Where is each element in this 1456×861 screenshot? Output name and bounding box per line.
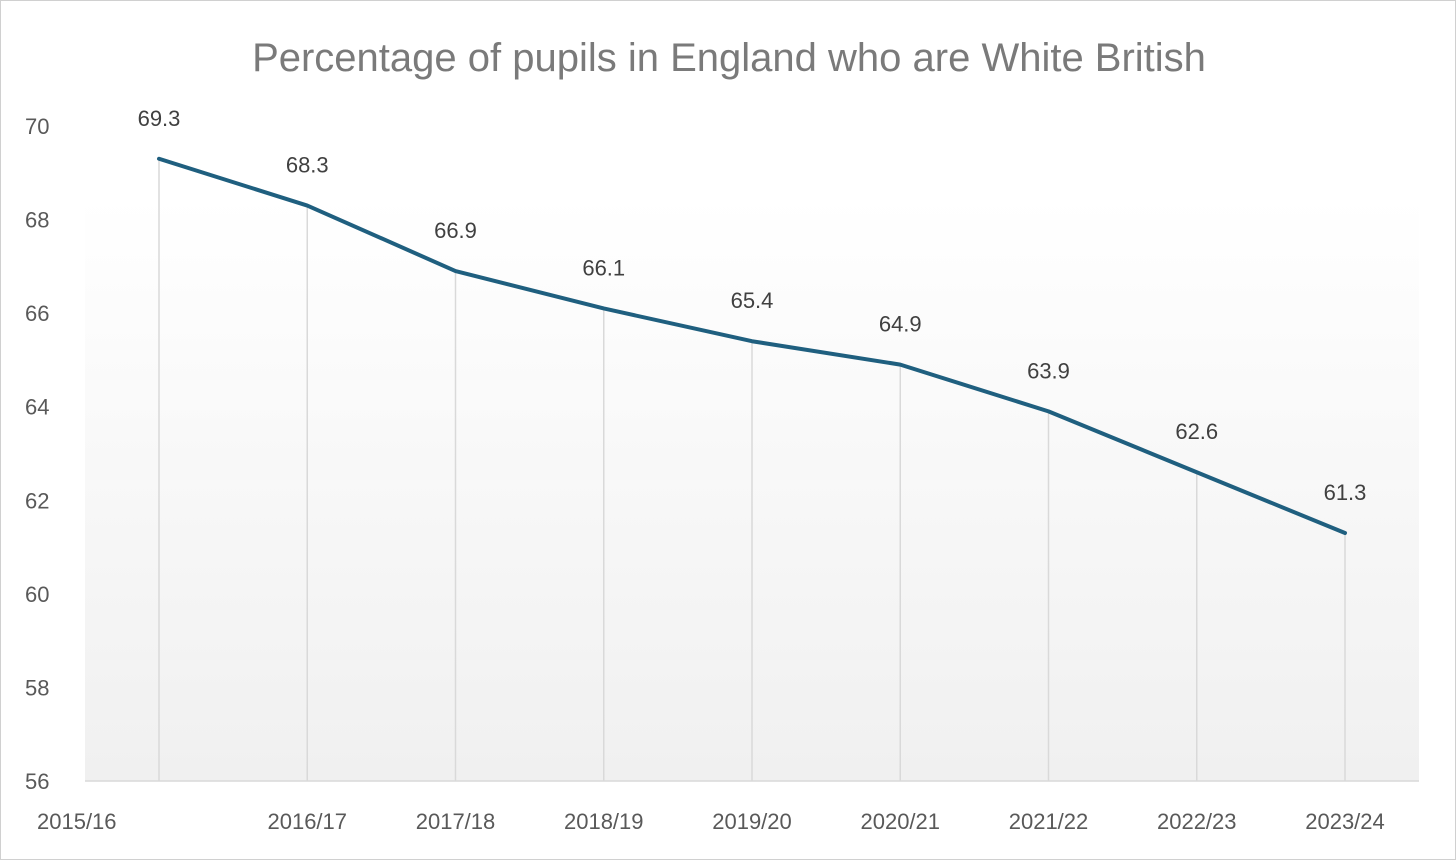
y-tick-label: 60 [25, 582, 49, 607]
data-label: 62.6 [1175, 419, 1218, 444]
data-label: 65.4 [731, 288, 774, 313]
x-axis-ticks: 2015/16 2016/17 2017/18 2018/19 2019/20 2020/… [37, 809, 1385, 834]
y-tick-label: 62 [25, 488, 49, 513]
x-tick-label: 2023/24 [1305, 809, 1385, 834]
y-tick-label: 58 [25, 675, 49, 700]
data-label: 68.3 [286, 153, 329, 178]
x-tick-label: 2018/19 [564, 809, 644, 834]
y-tick-label: 66 [25, 301, 49, 326]
data-label: 63.9 [1027, 358, 1070, 383]
y-tick-label: 56 [25, 769, 49, 794]
x-tick-label: 2021/22 [1009, 809, 1089, 834]
chart-title: Percentage of pupils in England who are … [252, 36, 1206, 80]
series-line [157, 156, 1347, 536]
y-tick-label: 64 [25, 395, 49, 420]
data-label: 69.3 [138, 106, 181, 131]
x-tick-label: 2016/17 [267, 809, 347, 834]
x-tick-label: 2020/21 [860, 809, 940, 834]
data-label: 64.9 [879, 312, 922, 337]
x-tick-label: 2015/16 [37, 809, 117, 834]
x-tick-label: 2017/18 [416, 809, 496, 834]
data-label: 66.1 [582, 255, 625, 280]
data-label: 66.9 [434, 218, 477, 243]
data-labels: 69.3 68.3 66.9 66.1 65.4 64.9 63.9 62.6 61.3 [138, 106, 1367, 505]
drop-lines [158, 158, 1346, 781]
y-tick-label: 68 [25, 208, 49, 233]
y-axis-ticks: 56 58 60 62 64 66 68 70 [25, 114, 49, 794]
data-label: 61.3 [1324, 480, 1367, 505]
x-tick-label: 2022/23 [1157, 809, 1237, 834]
y-tick-label: 70 [25, 114, 49, 139]
x-tick-label: 2019/20 [712, 809, 792, 834]
